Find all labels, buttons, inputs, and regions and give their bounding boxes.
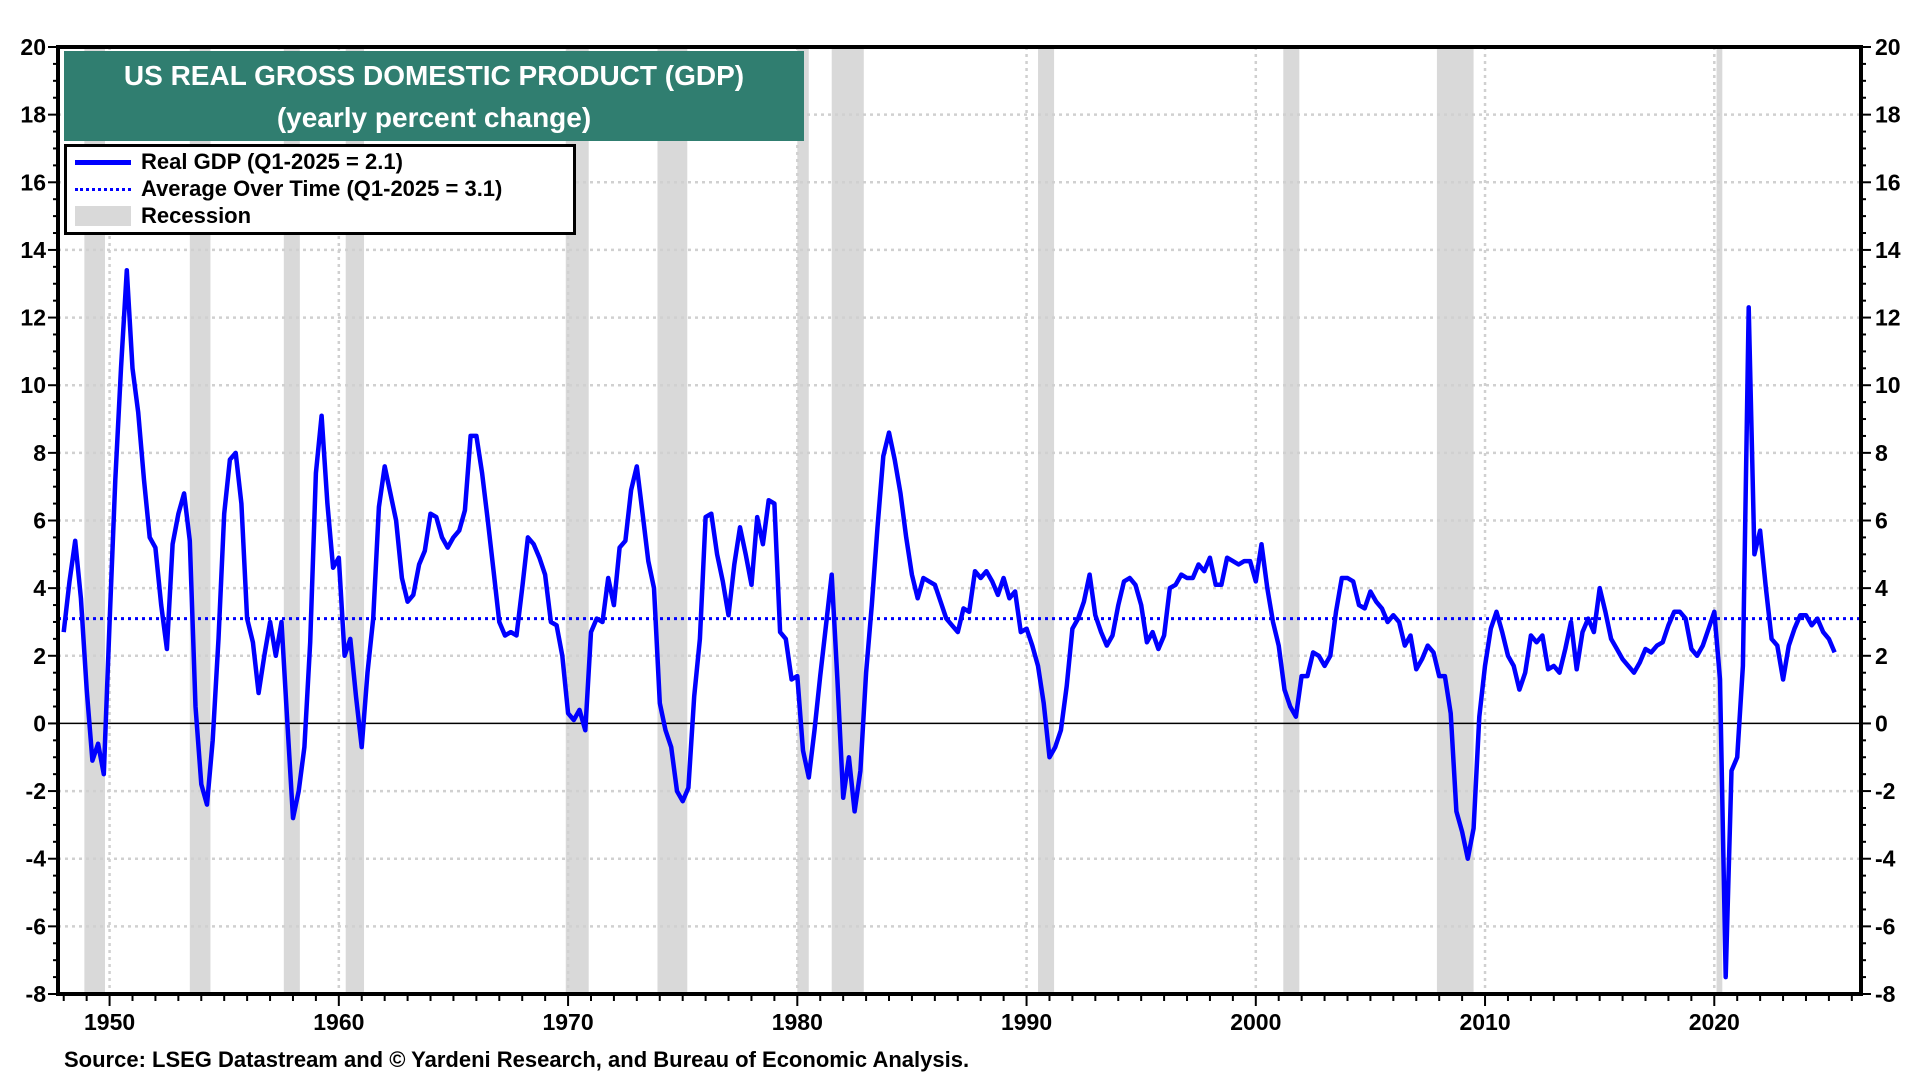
y-tick-label-left: -2 — [26, 778, 46, 804]
y-tick-label-right: 20 — [1875, 34, 1901, 60]
x-tick-label: 2020 — [1689, 1009, 1740, 1035]
y-tick-label-right: 4 — [1875, 575, 1888, 601]
y-tick-label-right: -4 — [1875, 846, 1896, 872]
legend-label: Average Over Time (Q1-2025 = 3.1) — [141, 176, 503, 201]
y-tick-label-left: 20 — [20, 34, 46, 60]
y-tick-label-left: 8 — [33, 440, 46, 466]
y-tick-label-left: -6 — [26, 913, 46, 939]
y-tick-label-right: 8 — [1875, 440, 1888, 466]
x-tick-label: 2010 — [1459, 1009, 1510, 1035]
y-tick-label-left: 0 — [33, 710, 46, 736]
y-tick-label-right: -2 — [1875, 778, 1895, 804]
series-group — [61, 267, 1837, 980]
y-tick-label-left: -8 — [26, 981, 47, 1007]
x-tick-label: 2000 — [1230, 1009, 1281, 1035]
legend-label: Real GDP (Q1-2025 = 2.1) — [141, 149, 403, 174]
y-tick-label-right: -8 — [1875, 981, 1896, 1007]
y-tick-label-left: 2 — [33, 643, 46, 669]
y-tick-label-left: -4 — [26, 846, 47, 872]
legend-swatch-dotted — [75, 187, 131, 191]
source-note: Source: LSEG Datastream and © Yardeni Re… — [64, 1047, 970, 1072]
legend-swatch-shade — [75, 206, 131, 226]
y-tick-label-right: 0 — [1875, 710, 1888, 736]
y-tick-label-right: 12 — [1875, 305, 1901, 331]
legend: Real GDP (Q1-2025 = 2.1) Average Over Ti… — [64, 144, 576, 235]
y-tick-label-right: 2 — [1875, 643, 1888, 669]
y-tick-label-right: 6 — [1875, 508, 1888, 534]
legend-label: Recession — [141, 203, 252, 228]
y-tick-label-left: 4 — [33, 575, 46, 601]
axes — [48, 45, 1871, 1006]
y-tick-label-right: 16 — [1875, 169, 1901, 195]
legend-item-real-gdp: Real GDP (Q1-2025 = 2.1) — [75, 149, 403, 175]
legend-swatch-solid — [75, 159, 131, 165]
x-tick-label: 1970 — [542, 1009, 593, 1035]
chart-subtitle: (yearly percent change) — [276, 102, 592, 133]
y-tick-label-right: -6 — [1875, 913, 1895, 939]
legend-item-recession: Recession — [75, 203, 251, 229]
x-tick-label: 1950 — [84, 1009, 135, 1035]
x-tick-label: 1990 — [1001, 1009, 1052, 1035]
y-tick-label-right: 18 — [1875, 102, 1901, 128]
y-tick-label-left: 12 — [20, 305, 46, 331]
x-tick-label: 1980 — [772, 1009, 823, 1035]
y-tick-label-left: 14 — [20, 237, 46, 263]
recession-band — [797, 47, 809, 994]
y-tick-label-left: 10 — [20, 372, 46, 398]
legend-item-average: Average Over Time (Q1-2025 = 3.1) — [75, 176, 502, 202]
y-tick-label-left: 16 — [20, 169, 46, 195]
real-gdp-line — [61, 267, 1837, 980]
y-tick-label-left: 18 — [20, 102, 46, 128]
y-tick-label-right: 10 — [1875, 372, 1901, 398]
chart-title-box: US REAL GROSS DOMESTIC PRODUCT (GDP) (ye… — [64, 51, 804, 141]
y-tick-label-right: 14 — [1875, 237, 1901, 263]
chart-title: US REAL GROSS DOMESTIC PRODUCT (GDP) — [123, 60, 745, 91]
y-tick-label-left: 6 — [33, 508, 46, 534]
x-tick-label: 1960 — [313, 1009, 364, 1035]
